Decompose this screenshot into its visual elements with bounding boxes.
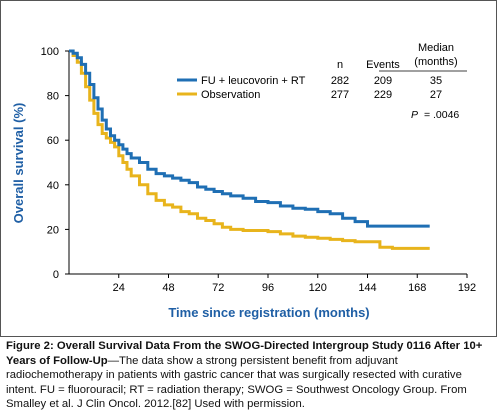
x-tick-label: 24 xyxy=(113,282,125,294)
x-tick-label: 96 xyxy=(262,282,274,294)
x-tick-label: 72 xyxy=(212,282,224,294)
p-value-annotation: P = .0046 xyxy=(411,109,459,121)
figure-caption: Figure 2: Overall Survival Data From the… xyxy=(6,339,492,412)
legend-events-observation: 229 xyxy=(374,89,392,101)
y-tick-label: 100 xyxy=(41,46,59,58)
legend-n-observation: 277 xyxy=(331,89,349,101)
legend-header-n: n xyxy=(337,59,343,71)
legend-median-fu: 35 xyxy=(430,75,442,87)
series-line-observation xyxy=(69,49,430,250)
x-tick-label: 48 xyxy=(162,282,174,294)
series-line-fu-leucovorin-rt xyxy=(69,49,430,228)
x-tick-label: 192 xyxy=(458,282,476,294)
x-tick-label: 168 xyxy=(408,282,426,294)
y-tick-label: 0 xyxy=(53,269,59,281)
p-value-label: P xyxy=(411,109,418,121)
legend-header-median: Median xyxy=(418,42,454,54)
series-layer xyxy=(69,49,430,250)
figure-frame: 24 48 72 96 120 144 168 192 0 20 40 60 80 100 Time s… xyxy=(0,0,497,337)
y-axis-ticks: 0 20 40 60 80 100 xyxy=(41,46,69,281)
legend-label-observation: Observation xyxy=(201,89,260,101)
caption-title: Figure 2: Overall Survival Data From the… xyxy=(6,340,483,367)
y-axis-title: Overall survival (%) xyxy=(11,103,26,224)
x-axis-title: Time since registration (months) xyxy=(168,305,369,320)
legend-header-events: Events xyxy=(366,59,400,71)
legend-header-median-unit: (months) xyxy=(414,56,457,68)
survival-chart: 24 48 72 96 120 144 168 192 0 20 40 60 80 100 Time s… xyxy=(11,42,476,320)
legend-label-fu: FU + leucovorin + RT xyxy=(201,75,306,87)
y-tick-label: 40 xyxy=(47,180,59,192)
x-tick-label: 120 xyxy=(309,282,327,294)
y-tick-label: 20 xyxy=(47,224,59,236)
legend: n Events Median (months) FU + leucovorin… xyxy=(177,42,467,121)
legend-median-observation: 27 xyxy=(430,89,442,101)
legend-n-fu: 282 xyxy=(331,75,349,87)
x-axis-ticks: 24 48 72 96 120 144 168 192 xyxy=(113,274,476,294)
y-tick-label: 80 xyxy=(47,91,59,103)
x-tick-label: 144 xyxy=(358,282,376,294)
y-tick-label: 60 xyxy=(47,135,59,147)
caption-body: —The data show a strong persistent benef… xyxy=(6,354,467,411)
legend-events-fu: 209 xyxy=(374,75,392,87)
p-value-text: = .0046 xyxy=(424,109,459,121)
